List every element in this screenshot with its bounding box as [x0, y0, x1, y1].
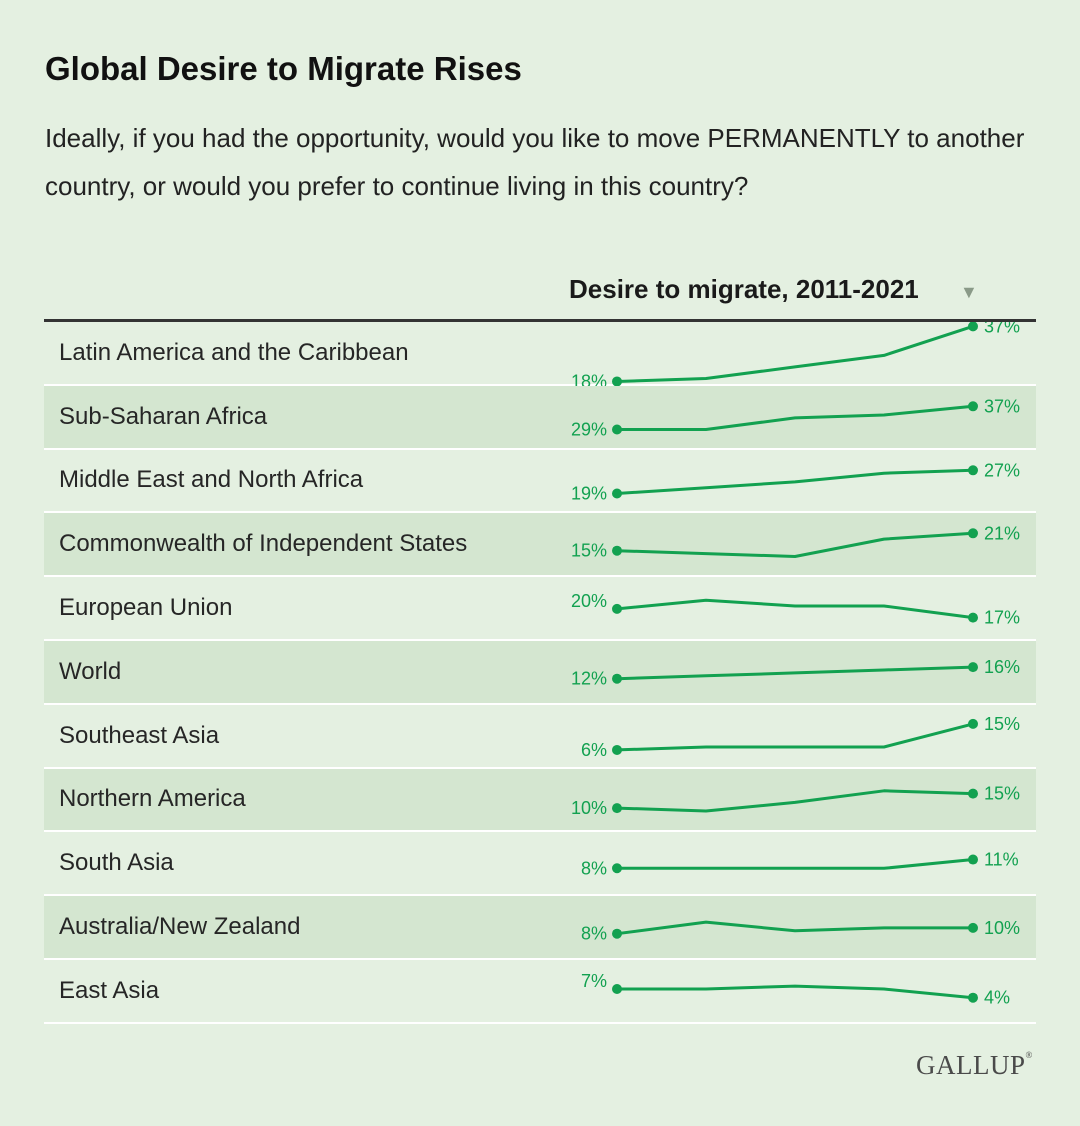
end-point [968, 923, 978, 934]
table-row: Southeast Asia 6% 15% [44, 705, 1036, 769]
sparkline: 8% 11% [581, 850, 1019, 879]
end-value-label: 21% [984, 524, 1020, 544]
region-label: World [59, 657, 122, 685]
start-value-label: 18% [571, 371, 607, 385]
end-value-label: 27% [984, 460, 1020, 480]
series-line [617, 858, 974, 871]
region-label: Latin America and the Caribbean [59, 338, 409, 366]
start-point [612, 546, 622, 557]
start-point [612, 376, 622, 386]
region-label: Middle East and North Africa [59, 466, 364, 494]
chart-subtitle: Ideally, if you had the opportunity, wou… [45, 123, 1025, 201]
table-row: East Asia 7% 4% [44, 960, 1036, 1024]
sparkline: 7% 4% [581, 971, 1010, 1008]
start-value-label: 29% [571, 419, 607, 439]
end-point [968, 992, 978, 1003]
end-value-label: 11% [984, 850, 1019, 870]
region-label: East Asia [59, 976, 160, 1004]
table-row: World 12% 16% [44, 640, 1036, 705]
region-label: Commonwealth of Independent States [59, 530, 468, 558]
table-row: Australia/New Zealand 8% 10% [44, 896, 1036, 960]
end-value-label: 4% [984, 988, 1010, 1008]
series-line [616, 598, 974, 620]
start-value-label: 6% [581, 740, 607, 760]
sparkline: 19% 27% [571, 460, 1020, 503]
table-row: Latin America and the Caribbean 18% 37% [44, 322, 1036, 386]
table-row: South Asia 8% 11% [44, 832, 1036, 897]
gallup-logo: GALLUP® [916, 1050, 1033, 1080]
start-point [612, 863, 622, 874]
start-value-label: 7% [581, 971, 607, 991]
start-point [612, 802, 622, 813]
series-line [617, 404, 974, 431]
region-label: Australia/New Zealand [59, 913, 301, 941]
start-value-label: 20% [571, 591, 607, 611]
end-point [968, 612, 978, 623]
series-line [616, 788, 974, 813]
start-point [612, 983, 622, 994]
region-label: European Union [59, 594, 233, 622]
end-point [968, 401, 978, 412]
sparkline: 15% 21% [571, 524, 1020, 561]
chart-title: Global Desire to Migrate Rises [45, 50, 522, 87]
series-line [616, 532, 974, 559]
column-header[interactable]: Desire to migrate, 2011-2021 [569, 274, 919, 304]
end-point [968, 788, 978, 799]
region-label: Northern America [59, 785, 246, 813]
region-label: Southeast Asia [59, 721, 220, 749]
table-row: Sub-Saharan Africa 29% 37% [44, 385, 1036, 450]
start-value-label: 19% [571, 483, 607, 503]
region-label: Sub-Saharan Africa [59, 402, 268, 430]
start-point [612, 744, 622, 755]
start-point [612, 488, 622, 499]
header-divider [44, 319, 1036, 322]
start-value-label: 15% [571, 541, 607, 561]
end-value-label: 37% [984, 396, 1020, 416]
start-point [612, 424, 622, 435]
sparkline: 10% 15% [571, 783, 1020, 818]
end-point [968, 662, 978, 673]
series-line [616, 468, 974, 495]
end-value-label: 15% [984, 783, 1020, 803]
series-line [617, 984, 974, 1000]
region-label: South Asia [59, 849, 174, 877]
end-point [968, 322, 978, 332]
triangle-down-icon[interactable]: ▼ [960, 282, 978, 302]
table-row: European Union 20% 17% [44, 577, 1036, 641]
sparkline: 18% 37% [571, 322, 1020, 386]
series-line [616, 665, 974, 681]
start-point [612, 604, 622, 615]
series-line [616, 324, 974, 383]
end-value-label: 15% [984, 714, 1020, 734]
end-point [968, 464, 978, 475]
table-row: Commonwealth of Independent States 15% 21% [44, 513, 1036, 578]
start-value-label: 8% [581, 859, 607, 879]
sparkline: 12% 16% [571, 657, 1020, 689]
end-value-label: 10% [984, 918, 1020, 938]
end-point [968, 528, 978, 539]
end-value-label: 16% [984, 657, 1020, 677]
sparkline: 8% 10% [581, 918, 1020, 944]
start-point [612, 673, 622, 684]
end-point [968, 854, 978, 865]
sparkline: 29% 37% [571, 396, 1020, 439]
sparkline: 20% 17% [571, 591, 1020, 628]
table-row: Northern America 10% 15% [44, 768, 1036, 833]
end-point [968, 718, 978, 729]
region-table: Latin America and the Caribbean 18% 37% Sub… [44, 322, 1036, 1024]
start-value-label: 10% [571, 798, 607, 818]
start-point [612, 928, 622, 939]
sparkline: 6% 15% [581, 714, 1020, 760]
end-value-label: 17% [984, 608, 1020, 628]
table-row: Middle East and North Africa 19% 27% [44, 450, 1036, 514]
start-value-label: 8% [581, 924, 607, 944]
series-line [616, 722, 974, 752]
end-value-label: 37% [984, 322, 1020, 336]
series-line [616, 920, 973, 936]
start-value-label: 12% [571, 669, 607, 689]
